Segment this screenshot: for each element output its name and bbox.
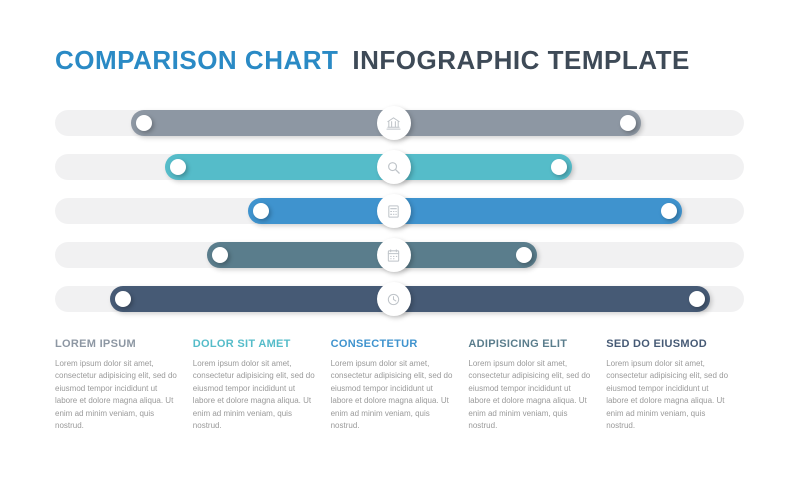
column: LOREM IPSUM Lorem ipsum dolor sit amet, c… [55, 338, 193, 432]
column-title: SED DO EIUSMOD [606, 338, 732, 350]
bar-endpoint-right [661, 203, 677, 219]
column-title: ADIPISICING ELIT [468, 338, 594, 350]
columns-row: LOREM IPSUM Lorem ipsum dolor sit amet, c… [55, 338, 744, 432]
chart-track [55, 242, 744, 268]
column-body: Lorem ipsum dolor sit amet, consectetur … [55, 358, 181, 432]
column-title: CONSECTETUR [331, 338, 457, 350]
comparison-chart [55, 110, 744, 312]
column-body: Lorem ipsum dolor sit amet, consectetur … [193, 358, 319, 432]
bar-endpoint-left [115, 291, 131, 307]
chart-bar [165, 154, 572, 180]
bar-endpoint-right [516, 247, 532, 263]
bar-endpoint-right [551, 159, 567, 175]
column: SED DO EIUSMOD Lorem ipsum dolor sit amet… [606, 338, 744, 432]
column: CONSECTETUR Lorem ipsum dolor sit amet, c… [331, 338, 469, 432]
calendar-icon [377, 238, 411, 272]
column-title: LOREM IPSUM [55, 338, 181, 350]
column: ADIPISICING ELIT Lorem ipsum dolor sit am… [468, 338, 606, 432]
title-part-1: COMPARISON CHART [55, 45, 338, 76]
chart-bar [207, 242, 538, 268]
bar-endpoint-right [689, 291, 705, 307]
chart-track [55, 198, 744, 224]
title-part-2: INFOGRAPHIC TEMPLATE [352, 45, 689, 76]
bank-icon [377, 106, 411, 140]
bar-endpoint-left [212, 247, 228, 263]
chart-bar [248, 198, 682, 224]
bar-endpoint-left [170, 159, 186, 175]
column: DOLOR SIT AMET Lorem ipsum dolor sit amet… [193, 338, 331, 432]
chart-track [55, 154, 744, 180]
bar-endpoint-left [136, 115, 152, 131]
column-body: Lorem ipsum dolor sit amet, consectetur … [606, 358, 732, 432]
column-body: Lorem ipsum dolor sit amet, consectetur … [468, 358, 594, 432]
bar-endpoint-right [620, 115, 636, 131]
column-title: DOLOR SIT AMET [193, 338, 319, 350]
chart-track [55, 110, 744, 136]
clock-icon [377, 282, 411, 316]
column-body: Lorem ipsum dolor sit amet, consectetur … [331, 358, 457, 432]
page-title: COMPARISON CHART INFOGRAPHIC TEMPLATE [55, 45, 744, 76]
search-icon [377, 150, 411, 184]
chart-track [55, 286, 744, 312]
bar-endpoint-left [253, 203, 269, 219]
calculator-icon [377, 194, 411, 228]
